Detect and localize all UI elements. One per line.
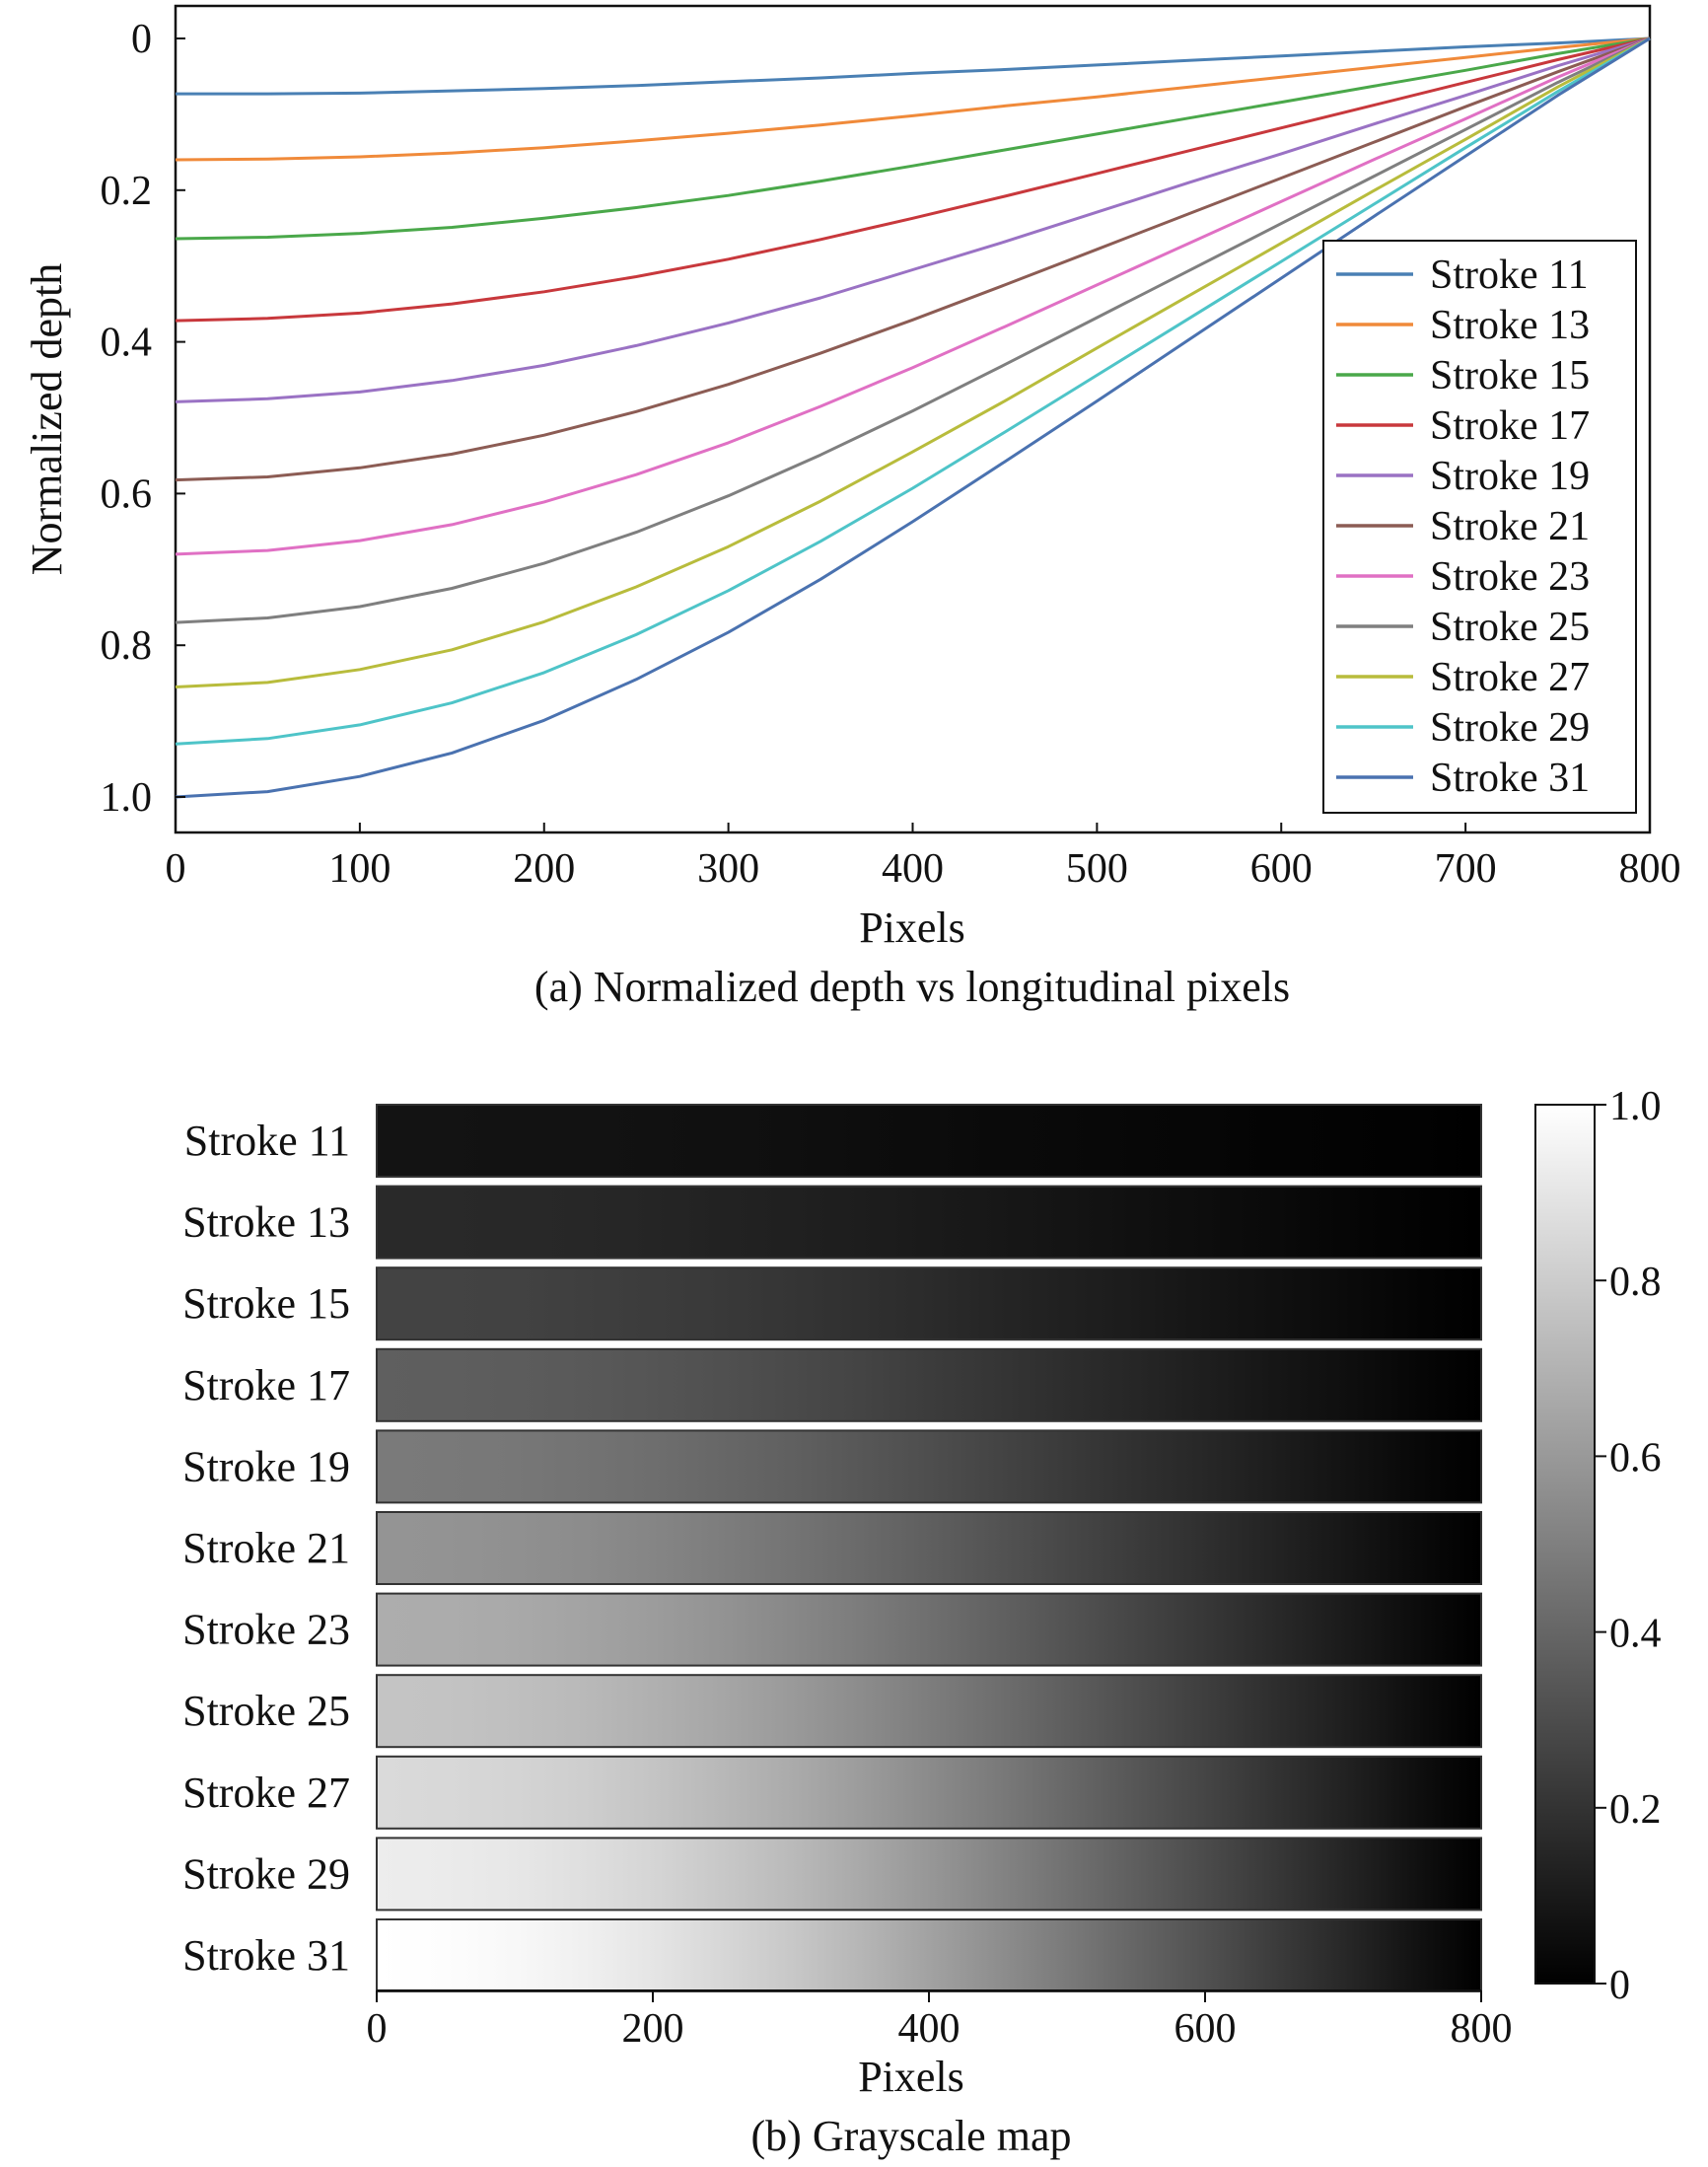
legend-items: Stroke 11 Stroke 13 Stroke 15 Stroke 17 Stro… — [1336, 253, 1590, 801]
heatmap-row-label: Stroke 31 — [182, 1931, 350, 1980]
heatmap-row — [376, 1755, 1482, 1830]
heatmap-row — [376, 1511, 1482, 1585]
heatmap-row — [376, 1266, 1482, 1341]
x-tick-label: 300 — [697, 846, 759, 892]
x-tick-label: 700 — [1435, 846, 1497, 892]
series-line-11 — [175, 36, 1651, 799]
series-line-9 — [175, 36, 1651, 688]
colorbar-tick-label: 0.2 — [1609, 1787, 1662, 1833]
legend: Stroke 11 Stroke 13 Stroke 15 Stroke 17 Stro… — [1322, 240, 1637, 814]
heatmap-row-label: Stroke 11 — [184, 1117, 350, 1165]
legend-label: Stroke 21 — [1430, 504, 1590, 549]
series-line-3 — [175, 36, 1651, 241]
heatmap-x-tick-label: 600 — [1174, 2006, 1237, 2052]
legend-label: Stroke 29 — [1430, 705, 1590, 751]
plot-a-lines — [175, 36, 1651, 799]
legend-label: Stroke 27 — [1430, 655, 1590, 700]
series-line-2 — [175, 36, 1651, 162]
heatmap-caption: (b) Grayscale map — [751, 2112, 1072, 2160]
heatmap-row-label: Stroke 27 — [182, 1769, 350, 1817]
x-tick-label: 500 — [1066, 846, 1128, 892]
heatmap-row — [376, 1185, 1482, 1260]
x-tick-label: 600 — [1250, 846, 1313, 892]
heatmap-row — [376, 1104, 1482, 1178]
series-line-4 — [175, 36, 1651, 323]
heatmap-row — [376, 1674, 1482, 1749]
x-tick-label: 200 — [513, 846, 575, 892]
plot-a-xlabel: Pixels — [859, 903, 965, 952]
heatmap-xlabel: Pixels — [858, 2053, 964, 2101]
heatmap-x-ticks: 0 200 400 600 800 — [367, 1990, 1513, 2052]
series-line-6 — [175, 36, 1651, 482]
heatmap-row — [376, 1918, 1482, 1992]
heatmap-x-tick-label: 0 — [367, 2006, 388, 2052]
colorbar: 1.0 0.8 0.6 0.4 0.2 0 — [1534, 1084, 1662, 2008]
heatmap-row — [376, 1429, 1482, 1504]
colorbar-ticks: 1.0 0.8 0.6 0.4 0.2 0 — [1595, 1084, 1662, 2008]
y-tick-label: 0.2 — [101, 169, 153, 214]
panel-a: 0 100 200 300 400 500 600 700 800 0 0.2 0.4 0.6 0.8 1… — [23, 4, 1681, 1011]
y-tick-label: 1.0 — [101, 775, 153, 821]
y-tick-label: 0.6 — [101, 471, 153, 517]
y-tick-label: 0.8 — [101, 623, 153, 669]
x-tick-label: 800 — [1619, 846, 1681, 892]
heatmap-x-tick-label: 200 — [622, 2006, 684, 2052]
series-line-1 — [176, 36, 1651, 96]
plot-a-ylabel: Normalized depth — [23, 263, 71, 575]
legend-label: Stroke 23 — [1430, 554, 1590, 600]
legend-label: Stroke 31 — [1430, 756, 1590, 801]
heatmap-row-label: Stroke 21 — [182, 1524, 350, 1572]
colorbar-tick-label: 0.8 — [1609, 1260, 1662, 1305]
heatmap-row-label: Stroke 29 — [182, 1849, 350, 1898]
x-tick-label: 400 — [882, 846, 944, 892]
colorbar-tick-label: 0 — [1609, 1963, 1630, 2008]
heatmap-row-label: Stroke 15 — [182, 1279, 350, 1328]
series-line-8 — [175, 36, 1651, 624]
heatmap-row-label: Stroke 13 — [182, 1198, 350, 1247]
heatmap-row — [376, 1592, 1482, 1667]
heatmap-row — [376, 1347, 1482, 1422]
heatmap-x-tick-label: 400 — [898, 2006, 961, 2052]
series-line-10 — [175, 36, 1651, 746]
y-tick-label: 0 — [131, 17, 152, 62]
heatmap-row-label: Stroke 17 — [182, 1361, 350, 1409]
y-tick-label: 0.4 — [101, 321, 153, 366]
x-tick-label: 0 — [166, 846, 186, 892]
x-tick-label: 100 — [328, 846, 391, 892]
heatmap-row-labels: Stroke 11 Stroke 13 Stroke 15 Stroke 17 Stro… — [182, 1117, 350, 1980]
legend-label: Stroke 25 — [1430, 605, 1590, 650]
colorbar-tick-label: 1.0 — [1609, 1084, 1662, 1129]
heatmap-row-label: Stroke 23 — [182, 1606, 350, 1654]
heatmap-row — [376, 1837, 1482, 1912]
panel-b: Stroke 11 Stroke 13 Stroke 15 Stroke 17 Stro… — [182, 1084, 1661, 2160]
plot-a-x-ticks: 0 100 200 300 400 500 600 700 800 — [166, 823, 1681, 892]
legend-label: Stroke 13 — [1430, 303, 1590, 348]
colorbar-gradient — [1534, 1104, 1596, 1985]
heatmap-row-label: Stroke 25 — [182, 1687, 350, 1735]
colorbar-tick-label: 0.6 — [1609, 1435, 1662, 1481]
heatmap-bars — [376, 1104, 1482, 1992]
colorbar-tick-label: 0.4 — [1609, 1612, 1662, 1657]
plot-a-y-ticks: 0 0.2 0.4 0.6 0.8 1.0 — [101, 17, 185, 821]
series-line-5 — [175, 36, 1651, 403]
heatmap-row-label: Stroke 19 — [182, 1442, 350, 1490]
heatmap-x-tick-label: 800 — [1451, 2006, 1513, 2052]
legend-label: Stroke 19 — [1430, 454, 1590, 499]
legend-label: Stroke 11 — [1430, 253, 1589, 298]
plot-a-caption: (a) Normalized depth vs longitudinal pix… — [534, 963, 1290, 1011]
series-line-7 — [175, 36, 1651, 556]
legend-label: Stroke 17 — [1430, 403, 1590, 449]
legend-label: Stroke 15 — [1430, 353, 1590, 398]
